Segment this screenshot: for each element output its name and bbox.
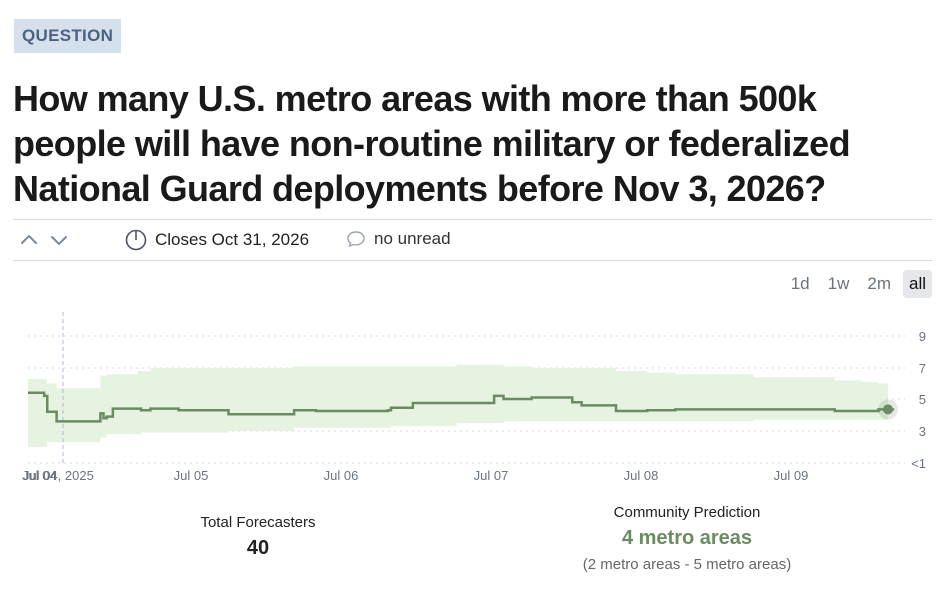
confidence-band: [28, 364, 895, 447]
y-axis-ticks: 9 7 5 3 <1: [911, 329, 926, 471]
comments-link[interactable]: no unread: [346, 229, 451, 249]
comment-icon: [347, 231, 365, 248]
x-tick-label: Jul 06: [324, 468, 359, 483]
comments-label: no unread: [374, 229, 451, 248]
time-range-selector: 1d 1w 2m all: [785, 270, 932, 298]
forecasters-count: 40: [246, 537, 270, 559]
range-all[interactable]: all: [902, 270, 932, 298]
x-tick-label: Jul 07: [474, 468, 509, 483]
clock-icon: [125, 229, 147, 251]
question-tag: QUESTION: [14, 19, 122, 53]
latest-point[interactable]: [883, 404, 893, 415]
x-tick-label: Jul 04, 2025: [23, 468, 94, 483]
chevron-up-icon: [21, 235, 37, 244]
y-tick-label: 9: [919, 329, 926, 344]
chevron-down-icon: [51, 236, 67, 245]
question-info-bar: Closes Oct 31, 2026 no unread: [13, 219, 932, 261]
community-prediction-range: (2 metro areas - 5 metro areas): [582, 556, 792, 573]
upvote-button[interactable]: [19, 230, 39, 250]
forecasters-stat: Total Forecasters 40: [188, 514, 328, 560]
x-tick-label: Jul 09: [774, 468, 809, 483]
close-date: Closes Oct 31, 2026: [125, 229, 309, 251]
prediction-line: [28, 391, 895, 423]
community-prediction-value: 4 metro areas: [621, 527, 753, 549]
range-1w[interactable]: 1w: [827, 274, 850, 293]
y-tick-label: <1: [911, 456, 926, 471]
x-tick-label: Jul 04: [22, 468, 57, 483]
range-1d[interactable]: 1d: [790, 274, 810, 293]
community-prediction-label: Community Prediction: [613, 504, 761, 521]
x-tick-label: Jul 05: [174, 468, 209, 483]
y-tick-label: 3: [919, 424, 926, 439]
forecasters-label: Total Forecasters: [200, 514, 316, 531]
close-date-label: Closes Oct 31, 2026: [155, 230, 310, 249]
y-tick-label: 7: [919, 361, 926, 376]
range-2m[interactable]: 2m: [867, 274, 891, 293]
downvote-button[interactable]: [49, 230, 69, 250]
y-tick-label: 5: [919, 392, 926, 407]
community-prediction-stat: Community Prediction 4 metro areas (2 me…: [557, 504, 817, 573]
x-tick-label: Jul 08: [624, 468, 659, 483]
question-title: How many U.S. metro areas with more than…: [13, 78, 851, 209]
